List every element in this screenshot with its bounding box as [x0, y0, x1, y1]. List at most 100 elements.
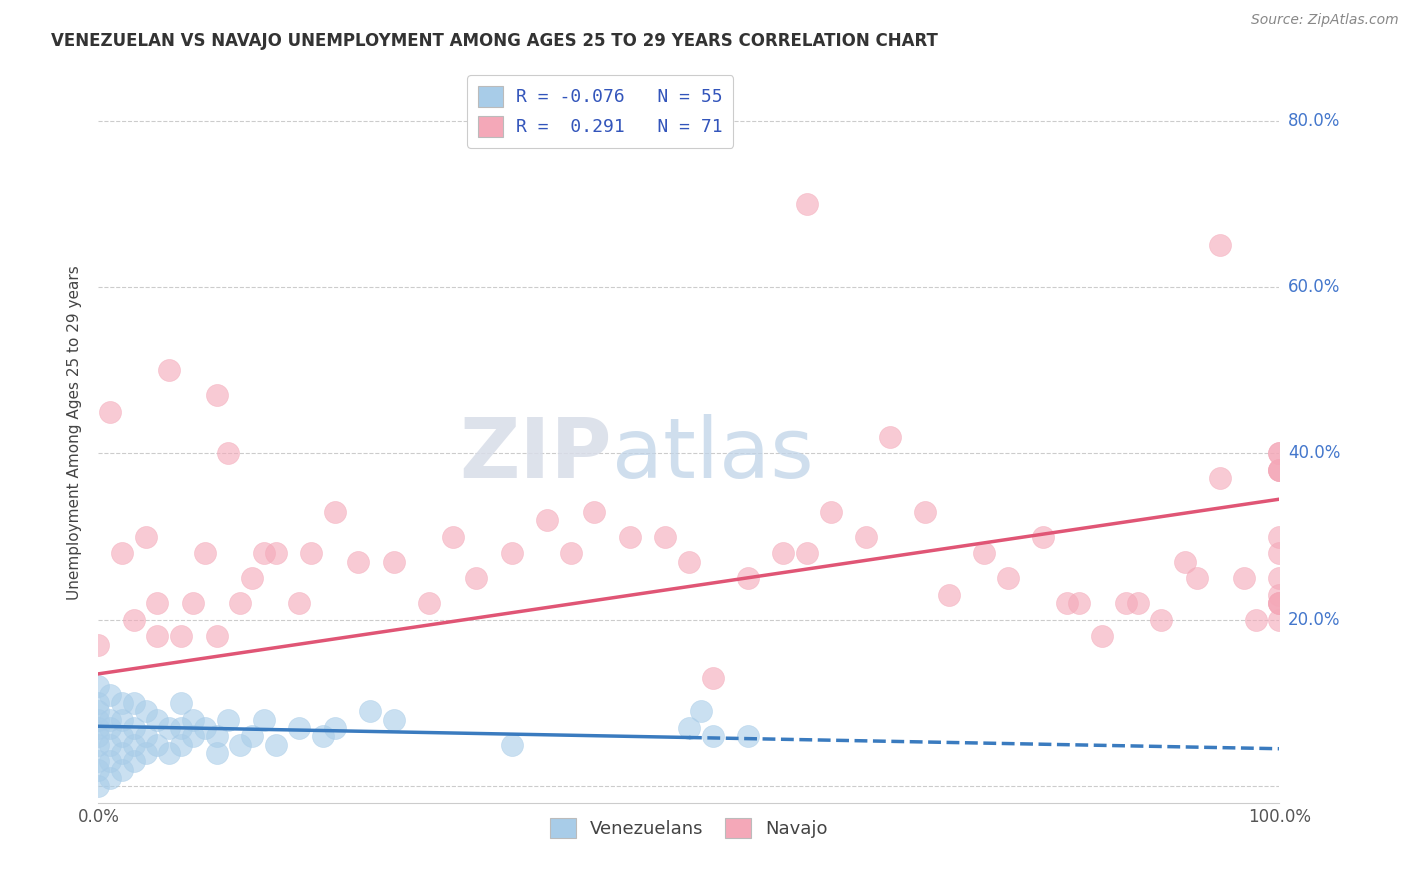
- Point: [1244, 613, 1267, 627]
- Point: [87, 754, 110, 768]
- Point: [135, 746, 157, 760]
- Y-axis label: Unemployment Among Ages 25 to 29 years: Unemployment Among Ages 25 to 29 years: [67, 265, 83, 600]
- Point: [1032, 530, 1054, 544]
- Point: [382, 713, 405, 727]
- Point: [654, 530, 676, 544]
- Point: [820, 505, 842, 519]
- Point: [253, 546, 276, 560]
- Point: [157, 746, 180, 760]
- Point: [583, 505, 606, 519]
- Point: [1067, 596, 1090, 610]
- Legend: Venezuelans, Navajo: Venezuelans, Navajo: [543, 810, 835, 846]
- Text: Source: ZipAtlas.com: Source: ZipAtlas.com: [1251, 13, 1399, 28]
- Point: [87, 779, 110, 793]
- Point: [111, 696, 134, 710]
- Point: [146, 629, 169, 643]
- Point: [217, 713, 239, 727]
- Point: [973, 546, 995, 560]
- Point: [1268, 596, 1291, 610]
- Point: [1185, 571, 1208, 585]
- Point: [181, 713, 204, 727]
- Point: [997, 571, 1019, 585]
- Point: [1150, 613, 1173, 627]
- Point: [1174, 555, 1197, 569]
- Point: [323, 721, 346, 735]
- Point: [146, 738, 169, 752]
- Point: [194, 721, 217, 735]
- Point: [264, 738, 287, 752]
- Point: [796, 546, 818, 560]
- Point: [135, 704, 157, 718]
- Point: [98, 713, 121, 727]
- Text: 20.0%: 20.0%: [1288, 611, 1340, 629]
- Point: [737, 571, 759, 585]
- Point: [111, 546, 134, 560]
- Point: [1268, 463, 1291, 477]
- Point: [87, 704, 110, 718]
- Point: [240, 729, 263, 743]
- Point: [501, 738, 523, 752]
- Point: [229, 738, 252, 752]
- Point: [181, 596, 204, 610]
- Point: [418, 596, 440, 610]
- Text: 40.0%: 40.0%: [1288, 444, 1340, 462]
- Point: [323, 505, 346, 519]
- Point: [157, 363, 180, 377]
- Text: 60.0%: 60.0%: [1288, 278, 1340, 296]
- Point: [441, 530, 464, 544]
- Point: [205, 746, 228, 760]
- Point: [98, 405, 121, 419]
- Point: [111, 713, 134, 727]
- Point: [1268, 463, 1291, 477]
- Point: [702, 671, 724, 685]
- Point: [1268, 446, 1291, 460]
- Point: [288, 721, 311, 735]
- Point: [122, 613, 145, 627]
- Point: [1209, 471, 1232, 485]
- Point: [1268, 571, 1291, 585]
- Point: [98, 754, 121, 768]
- Point: [737, 729, 759, 743]
- Point: [678, 555, 700, 569]
- Point: [122, 721, 145, 735]
- Point: [87, 729, 110, 743]
- Point: [146, 596, 169, 610]
- Point: [702, 729, 724, 743]
- Point: [170, 721, 193, 735]
- Point: [111, 763, 134, 777]
- Point: [1233, 571, 1256, 585]
- Point: [170, 629, 193, 643]
- Point: [87, 679, 110, 693]
- Point: [135, 729, 157, 743]
- Point: [135, 530, 157, 544]
- Point: [536, 513, 558, 527]
- Text: VENEZUELAN VS NAVAJO UNEMPLOYMENT AMONG AGES 25 TO 29 YEARS CORRELATION CHART: VENEZUELAN VS NAVAJO UNEMPLOYMENT AMONG …: [51, 32, 938, 50]
- Point: [87, 713, 110, 727]
- Point: [619, 530, 641, 544]
- Point: [194, 546, 217, 560]
- Point: [87, 721, 110, 735]
- Point: [1268, 446, 1291, 460]
- Point: [1268, 596, 1291, 610]
- Point: [205, 729, 228, 743]
- Point: [122, 738, 145, 752]
- Point: [170, 696, 193, 710]
- Point: [205, 388, 228, 402]
- Point: [914, 505, 936, 519]
- Point: [678, 721, 700, 735]
- Point: [689, 704, 711, 718]
- Point: [122, 696, 145, 710]
- Point: [264, 546, 287, 560]
- Point: [170, 738, 193, 752]
- Point: [87, 763, 110, 777]
- Point: [382, 555, 405, 569]
- Point: [1268, 596, 1291, 610]
- Point: [879, 430, 901, 444]
- Point: [1268, 588, 1291, 602]
- Point: [1268, 530, 1291, 544]
- Point: [347, 555, 370, 569]
- Point: [938, 588, 960, 602]
- Point: [796, 197, 818, 211]
- Point: [253, 713, 276, 727]
- Point: [240, 571, 263, 585]
